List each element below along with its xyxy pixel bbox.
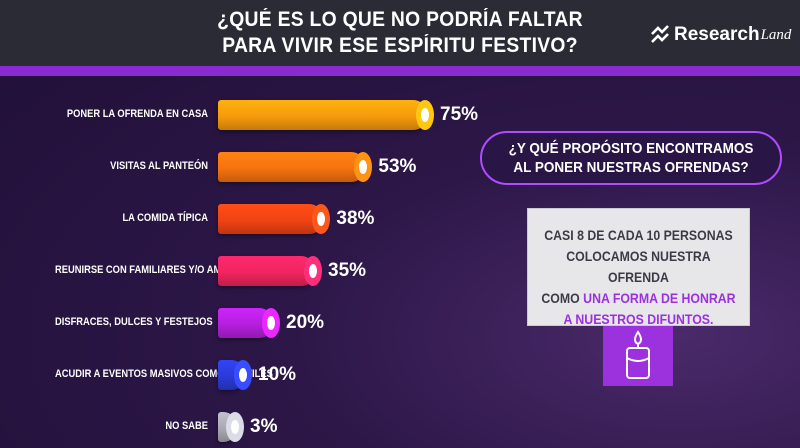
value-label: 10%: [258, 364, 297, 385]
candle-icon-box: [603, 326, 673, 386]
question-line1: ¿Y QUÉ PROPÓSITO ENCONTRAMOS: [508, 140, 754, 157]
logo: Research Land: [650, 22, 791, 48]
bar-end-dot: [239, 368, 247, 382]
question-box: ¿Y QUÉ PROPÓSITO ENCONTRAMOS AL PONER NU…: [480, 131, 782, 185]
category-label: REUNIRSE CON FAMILIARES Y/O AMIGOS: [55, 264, 245, 276]
answer-box: CASI 8 DE CADA 10 PERSONAS COLOCAMOS NUE…: [527, 208, 750, 327]
header-bar: ¿QUÉ ES LO QUE NO PODRÍA FALTAR PARA VIV…: [0, 0, 800, 66]
bar-end-dot: [359, 160, 368, 174]
value-label: 38%: [336, 208, 375, 229]
bar-end-dot: [309, 264, 317, 278]
answer-line1: CASI 8 DE CADA 10 PERSONAS: [544, 227, 733, 243]
answer-line4-highlight: A NUESTROS DIFUNTOS.: [563, 311, 714, 327]
category-label: DISFRACES, DULCES Y FESTEJOS: [55, 316, 213, 328]
logo-script-text: Land: [760, 26, 792, 43]
bar-chart: PONER LA OFRENDA EN CASA 75% VISITAS AL PA…: [0, 76, 478, 448]
category-label: NO SABE: [165, 420, 208, 432]
page-title-line1: ¿QUÉ ES LO QUE NO PODRÍA FALTAR: [217, 8, 583, 31]
value-label: 75%: [440, 104, 479, 125]
bar-end-dot: [421, 108, 429, 122]
logo-mark-icon: [651, 25, 669, 43]
value-label: 35%: [328, 260, 367, 281]
value-label: 53%: [378, 156, 417, 177]
bar: [218, 100, 428, 130]
answer-text: CASI 8 DE CADA 10 PERSONAS COLOCAMOS NUE…: [541, 225, 735, 330]
bar: [218, 256, 316, 286]
answer-line3-plain: COMO: [541, 290, 584, 306]
value-label: 20%: [286, 312, 325, 333]
candle-icon: [626, 330, 650, 379]
page-title-line2: PARA VIVIR ESE ESPÍRITU FESTIVO?: [222, 34, 578, 57]
answer-line2: COLOCAMOS NUESTRA OFRENDA: [566, 248, 711, 285]
category-label: LA COMIDA TÍPICA: [122, 212, 208, 224]
category-label: PONER LA OFRENDA EN CASA: [66, 108, 208, 120]
bar-end-dot: [231, 420, 239, 434]
logo-text: Research: [674, 24, 760, 45]
bar-end-dot: [267, 316, 275, 330]
category-label: ACUDIR A EVENTOS MASIVOS COMO DESFILES: [55, 368, 273, 380]
question-line2: AL PONER NUESTRAS OFRENDAS?: [513, 159, 749, 176]
bar: [218, 204, 325, 234]
question-text: ¿Y QUÉ PROPÓSITO ENCONTRAMOS AL PONER NU…: [497, 139, 765, 177]
accent-stripe: [0, 66, 800, 76]
value-label: 3%: [250, 416, 278, 437]
category-label: VISITAS AL PANTEÓN: [110, 160, 208, 172]
bar: [218, 152, 367, 182]
answer-line3-highlight: UNA FORMA DE HONRAR: [583, 290, 736, 306]
bar-end-dot: [317, 212, 326, 226]
